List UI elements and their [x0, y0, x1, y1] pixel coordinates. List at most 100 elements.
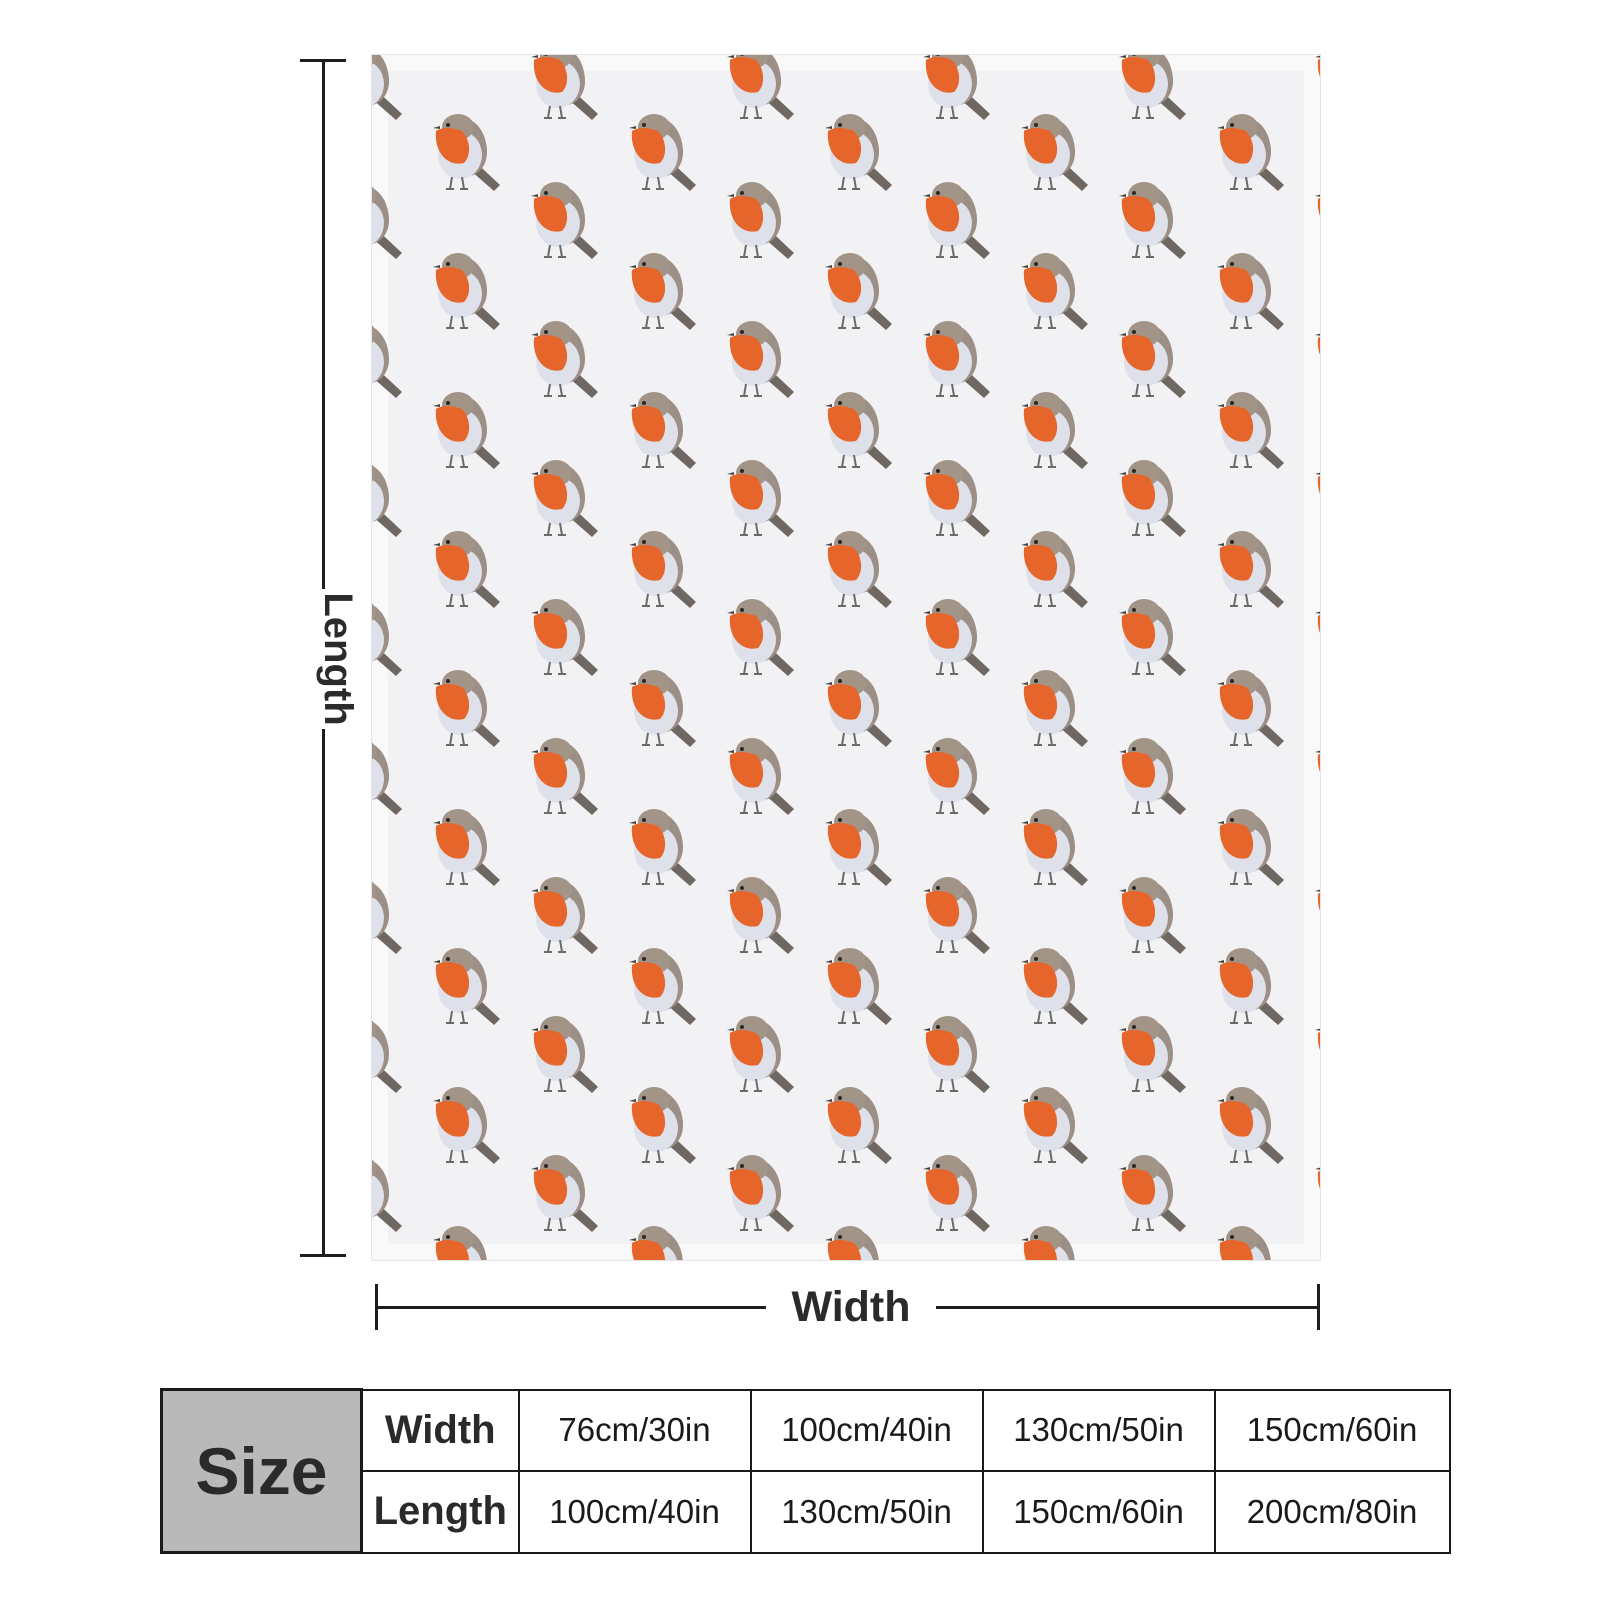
robin-icon: [726, 55, 795, 121]
robin-icon: [1118, 459, 1187, 538]
robin-icon: [1216, 252, 1285, 331]
robin-icon: [1020, 1086, 1089, 1165]
robin-icon: [1314, 55, 1320, 121]
robin-icon: [726, 320, 795, 399]
robin-icon: [1020, 1225, 1089, 1260]
robin-icon: [628, 1225, 697, 1260]
size-cell: 100cm/40in: [517, 1470, 752, 1554]
robin-icon: [1216, 669, 1285, 748]
robin-icon: [922, 876, 991, 955]
robin-icon: [372, 320, 403, 399]
robin-icon: [530, 181, 599, 260]
robin-icon: [628, 808, 697, 887]
robin-icon: [726, 876, 795, 955]
robin-icon: [372, 1015, 403, 1094]
size-cell: 150cm/60in: [1213, 1388, 1451, 1472]
robin-icon: [372, 55, 403, 121]
robin-icon: [1314, 459, 1320, 538]
robin-icon: [1216, 113, 1285, 192]
robin-icon: [372, 598, 403, 677]
robin-icon: [824, 530, 893, 609]
robin-icon: [1216, 1086, 1285, 1165]
robin-icon: [628, 669, 697, 748]
robin-icon: [824, 947, 893, 1026]
table-row: Size Width 76cm/30in 100cm/40in 130cm/50…: [160, 1388, 1451, 1554]
robin-icon: [922, 737, 991, 816]
robin-icon: [628, 1086, 697, 1165]
robin-icon: [432, 669, 501, 748]
robin-icon: [824, 808, 893, 887]
robin-icon: [372, 181, 403, 260]
size-cell: 150cm/60in: [981, 1470, 1216, 1554]
robin-icon: [824, 391, 893, 470]
size-cell: 100cm/40in: [749, 1388, 984, 1472]
robin-icon: [432, 391, 501, 470]
table-row: Length 100cm/40in 130cm/50in 150cm/60in …: [162, 1470, 1451, 1554]
width-label: Width: [766, 1282, 936, 1332]
robin-icon: [824, 252, 893, 331]
robin-icon: [1118, 55, 1187, 121]
robin-icon: [1216, 947, 1285, 1026]
robin-icon: [726, 459, 795, 538]
robin-icon: [432, 1086, 501, 1165]
robin-icon: [824, 669, 893, 748]
robin-icon: [922, 459, 991, 538]
robin-icon: [372, 737, 403, 816]
robin-icon: [922, 181, 991, 260]
robin-icon: [628, 252, 697, 331]
robin-icon: [726, 1154, 795, 1233]
robin-icon: [372, 459, 403, 538]
robin-icon: [1118, 737, 1187, 816]
robin-icon: [1020, 530, 1089, 609]
robin-icon: [1020, 669, 1089, 748]
robin-icon: [1118, 876, 1187, 955]
robin-pattern: [372, 55, 1320, 1260]
robin-icon: [1216, 1225, 1285, 1260]
robin-icon: [530, 459, 599, 538]
robin-icon: [1118, 598, 1187, 677]
robin-icon: [726, 181, 795, 260]
robin-icon: [1314, 598, 1320, 677]
robin-icon: [1020, 808, 1089, 887]
robin-icon: [1020, 113, 1089, 192]
robin-icon: [922, 1154, 991, 1233]
size-cell: 130cm/50in: [981, 1388, 1216, 1472]
robin-icon: [1216, 808, 1285, 887]
width-row-label: Width: [360, 1388, 520, 1472]
robin-icon: [530, 876, 599, 955]
length-label: Length: [313, 589, 363, 729]
robin-icon: [1118, 181, 1187, 260]
robin-icon: [530, 737, 599, 816]
robin-icon: [432, 530, 501, 609]
robin-icon: [824, 113, 893, 192]
robin-icon: [530, 55, 599, 121]
robin-icon: [1118, 1154, 1187, 1233]
robin-icon: [1314, 1154, 1320, 1233]
length-row-label: Length: [360, 1470, 520, 1554]
robin-icon: [530, 598, 599, 677]
robin-icon: [432, 808, 501, 887]
robin-icon: [1314, 737, 1320, 816]
robin-icon: [432, 1225, 501, 1260]
blanket-preview: [372, 55, 1320, 1260]
robin-icon: [628, 113, 697, 192]
robin-icon: [726, 1015, 795, 1094]
robin-icon: [628, 391, 697, 470]
robin-icon: [1314, 876, 1320, 955]
robin-icon: [922, 55, 991, 121]
robin-icon: [1314, 1015, 1320, 1094]
robin-icon: [1216, 391, 1285, 470]
robin-icon: [922, 598, 991, 677]
size-cell: 76cm/30in: [517, 1388, 752, 1472]
robin-icon: [1118, 320, 1187, 399]
robin-icon: [530, 1154, 599, 1233]
robin-icon: [372, 1154, 403, 1233]
robin-icon: [628, 530, 697, 609]
robin-icon: [726, 598, 795, 677]
size-cell: 200cm/80in: [1213, 1470, 1451, 1554]
size-cell: 130cm/50in: [749, 1470, 984, 1554]
robin-icon: [824, 1086, 893, 1165]
robin-icon: [628, 947, 697, 1026]
robin-icon: [1314, 320, 1320, 399]
robin-icon: [1020, 947, 1089, 1026]
